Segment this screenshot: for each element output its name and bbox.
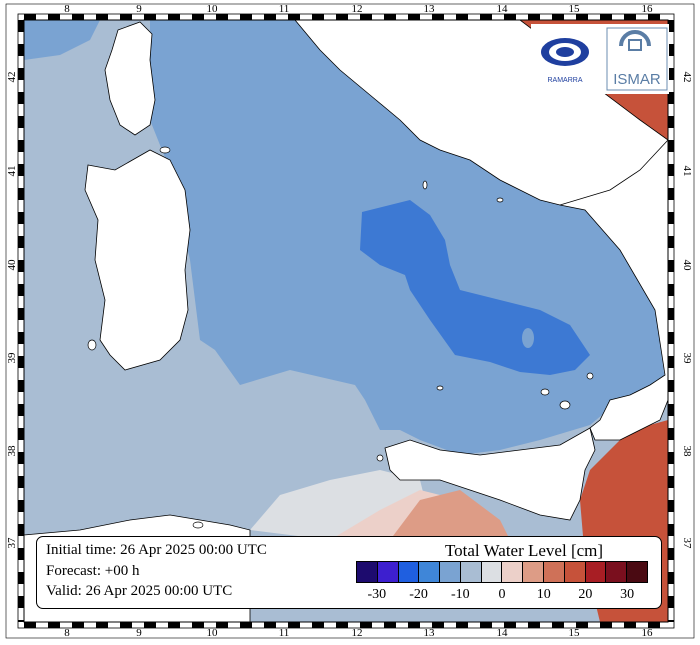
island-ponza <box>422 180 428 190</box>
valid-time-text: Valid: 26 Apr 2025 00:00 UTC <box>46 583 233 599</box>
legend-swatch <box>502 562 524 582</box>
lon-tick: 9 <box>136 627 142 639</box>
legend-swatch <box>419 562 441 582</box>
lon-tick: 10 <box>207 3 219 15</box>
lon-tick: 16 <box>642 627 654 639</box>
logo-area: RAMARRA ISMAR <box>531 24 669 94</box>
info-box: Initial time: 26 Apr 2025 00:00 UTC Fore… <box>36 536 662 609</box>
legend-swatch <box>377 562 399 582</box>
lon-tick: 9 <box>136 3 142 15</box>
island-maddalena <box>159 146 171 154</box>
legend-swatch <box>585 562 607 582</box>
lat-tick: 38 <box>6 445 18 457</box>
lat-ticks-right: 42 41 40 39 38 37 <box>681 72 693 550</box>
lat-tick: 42 <box>681 72 693 83</box>
island-aeolian-1 <box>540 388 550 396</box>
lat-tick: 39 <box>681 353 693 365</box>
legend-title: Total Water Level [cm] <box>444 541 604 560</box>
island-tavolara <box>522 328 534 348</box>
legend-swatch <box>440 562 461 582</box>
island-aeolian-2 <box>559 400 571 410</box>
legend-swatch <box>357 562 378 582</box>
legend-swatch <box>481 562 503 582</box>
legend-swatch <box>606 562 628 582</box>
lat-tick: 40 <box>681 260 693 272</box>
lat-tick: 38 <box>681 446 693 458</box>
legend-tick-label: -30 <box>367 587 387 602</box>
lon-tick: 11 <box>279 627 290 639</box>
lon-ticks-bottom: 8 9 10 11 12 13 14 15 16 <box>64 627 653 639</box>
lon-ticks-top: 8 9 10 11 12 13 14 15 16 <box>64 3 653 15</box>
lat-tick: 41 <box>6 166 18 177</box>
initial-time-text: Initial time: 26 Apr 2025 00:00 UTC <box>46 542 267 558</box>
legend-tick-label: 30 <box>620 587 635 602</box>
lon-tick: 14 <box>497 627 509 639</box>
lon-tick: 16 <box>642 3 654 15</box>
legend-tick-label: 0 <box>498 587 506 602</box>
lat-tick: 42 <box>6 72 18 83</box>
lat-tick: 41 <box>681 166 693 177</box>
legend-swatch <box>544 562 565 582</box>
lon-tick: 13 <box>424 3 436 15</box>
lon-tick: 12 <box>352 627 363 639</box>
legend-tick-label: 10 <box>536 587 551 602</box>
corsica-land <box>104 21 156 136</box>
sea-nw-region <box>24 20 100 60</box>
island-aeolian-3 <box>586 372 594 380</box>
lat-ticks-left: 42 41 40 39 38 37 <box>6 72 18 549</box>
ismar-logo-text: ISMAR <box>613 71 661 88</box>
sardinia-land <box>84 149 191 371</box>
legend-tick-label: -20 <box>409 587 428 602</box>
island-capri <box>496 197 504 203</box>
legend-tick-label: -10 <box>450 587 470 602</box>
legend-swatch <box>564 562 586 582</box>
forecast-text: Forecast: +00 h <box>46 563 140 579</box>
ramarra-logo: RAMARRA <box>541 38 589 84</box>
lat-tick: 37 <box>6 537 18 549</box>
lon-tick: 13 <box>424 627 436 639</box>
sea-dark-region <box>360 200 590 375</box>
ismar-logo: ISMAR <box>606 27 668 91</box>
lon-tick: 8 <box>64 627 70 639</box>
calabria-land <box>559 138 669 441</box>
map-area <box>23 19 669 623</box>
legend-color-bar <box>356 561 648 583</box>
island-pantelleria <box>192 521 204 529</box>
lon-tick: 8 <box>64 3 70 15</box>
legend-tick-label: 20 <box>578 587 593 602</box>
lat-tick: 39 <box>6 352 18 364</box>
legend-swatch <box>398 562 420 582</box>
legend-swatch <box>460 562 482 582</box>
legend-swatch <box>627 562 647 582</box>
lon-tick: 14 <box>497 3 509 15</box>
lon-tick: 12 <box>352 3 363 15</box>
lat-tick: 37 <box>681 538 693 550</box>
sicily-land <box>384 427 596 521</box>
island-egadi <box>376 454 384 462</box>
legend-swatch <box>523 562 545 582</box>
lon-tick: 10 <box>207 627 219 639</box>
sea-warm-mid-region <box>390 490 510 540</box>
island-ustica <box>436 385 444 391</box>
lon-tick: 15 <box>569 3 581 15</box>
lat-tick: 40 <box>6 259 18 271</box>
lon-tick: 11 <box>279 3 290 15</box>
island-sant-antioco <box>87 339 97 351</box>
lon-tick: 15 <box>569 627 581 639</box>
ramarra-logo-text: RAMARRA <box>547 77 582 84</box>
